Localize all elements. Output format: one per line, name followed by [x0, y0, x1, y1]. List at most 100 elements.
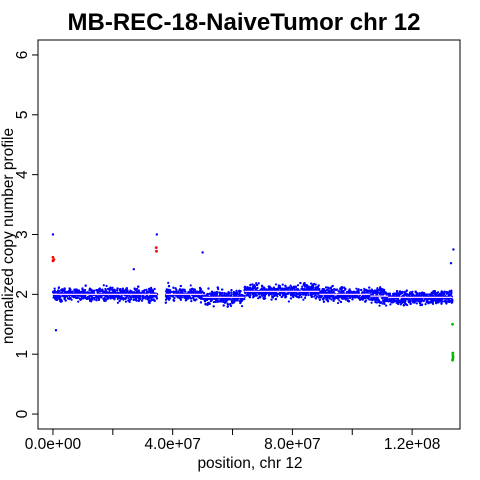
probe-point: [322, 297, 325, 300]
probe-point: [150, 299, 153, 302]
probe-point: [357, 289, 360, 292]
probe-point: [329, 287, 333, 290]
probe-point: [81, 287, 84, 290]
probe-point: [207, 287, 210, 290]
probe-point: [325, 297, 328, 300]
probe-point: [348, 289, 351, 292]
probe-point: [136, 292, 139, 295]
probe-point: [284, 296, 287, 299]
probe-point: [256, 283, 259, 287]
probe-point: [332, 290, 335, 293]
probe-point: [285, 286, 288, 289]
probe-point: [262, 296, 265, 300]
probe-point: [256, 286, 259, 290]
probe-point: [315, 295, 319, 298]
probe-point: [239, 297, 243, 300]
probe-point: [368, 298, 371, 301]
probe-point: [105, 298, 108, 301]
probe-point: [180, 295, 183, 299]
probe-point: [126, 290, 129, 293]
probe-point: [305, 284, 308, 287]
probe-point: [293, 292, 296, 295]
probe-point: [334, 296, 337, 299]
probe-point: [257, 293, 261, 296]
probe-point: [59, 300, 62, 303]
probe-point: [105, 284, 108, 288]
probe-point: [221, 288, 224, 291]
probe-point: [361, 291, 364, 295]
probe-point: [235, 289, 238, 292]
probe-point: [213, 292, 216, 295]
probe-point: [63, 287, 66, 290]
probe-point: [436, 291, 440, 294]
probe-point: [325, 286, 328, 289]
probe-point: [284, 284, 287, 287]
probe-point: [424, 297, 427, 301]
probe-point: [109, 294, 113, 297]
probe-point: [164, 301, 167, 304]
probe-point: [66, 297, 70, 300]
probe-point: [326, 286, 329, 289]
probe-point: [396, 290, 399, 293]
probe-point: [128, 300, 131, 304]
probe-point: [166, 291, 169, 294]
probe-point: [63, 290, 66, 293]
probe-point: [274, 298, 277, 301]
probe-point: [357, 295, 360, 299]
probe-point: [63, 296, 67, 299]
probe-point: [418, 292, 421, 295]
probe-point: [447, 291, 451, 294]
probe-point: [214, 291, 218, 294]
probe-point: [430, 294, 433, 297]
probe-point: [432, 294, 435, 297]
probe-point: [352, 296, 355, 299]
probe-point: [253, 286, 256, 289]
probe-point: [76, 296, 80, 299]
probe-point: [201, 297, 205, 300]
probe-point: [431, 300, 434, 304]
probe-point: [202, 291, 206, 295]
probe-point: [419, 299, 422, 302]
probe-point: [93, 297, 96, 300]
probe-point: [370, 298, 373, 301]
probe-point: [409, 299, 412, 302]
probe-point: [205, 294, 208, 297]
probe-point: [116, 287, 119, 290]
probe-point: [359, 297, 362, 300]
probe-point: [411, 299, 415, 302]
probe-point: [368, 286, 371, 289]
probe-point: [185, 298, 188, 301]
probe-point: [388, 292, 391, 295]
probe-point: [78, 297, 82, 301]
probe-point: [172, 286, 175, 289]
probe-point: [404, 300, 407, 303]
probe-point: [218, 291, 221, 294]
probe-point: [169, 294, 172, 297]
probe-point: [235, 294, 238, 297]
probe-point: [314, 297, 317, 300]
probe-point: [199, 296, 202, 299]
probe-point: [180, 290, 183, 293]
probe-point: [145, 288, 148, 291]
probe-point: [437, 301, 440, 304]
probe-point: [294, 286, 297, 289]
probe-point: [117, 292, 120, 295]
probe-point: [97, 295, 100, 298]
probe-point: [338, 299, 341, 302]
probe-point: [254, 294, 258, 297]
probe-point: [375, 301, 378, 304]
chart-title: MB-REC-18-NaiveTumor chr 12: [68, 9, 421, 36]
probe-point: [290, 286, 293, 289]
probe-point: [238, 300, 241, 303]
probe-point: [52, 296, 56, 299]
probe-point: [216, 300, 219, 303]
probe-point: [121, 290, 124, 293]
probe-point: [414, 294, 417, 297]
probe-point: [129, 296, 133, 299]
probe-point: [213, 297, 217, 300]
probe-point: [418, 302, 422, 305]
probe-point: [385, 304, 388, 307]
probe-point: [361, 297, 364, 300]
probe-point: [61, 289, 64, 293]
probe-point: [331, 284, 334, 288]
